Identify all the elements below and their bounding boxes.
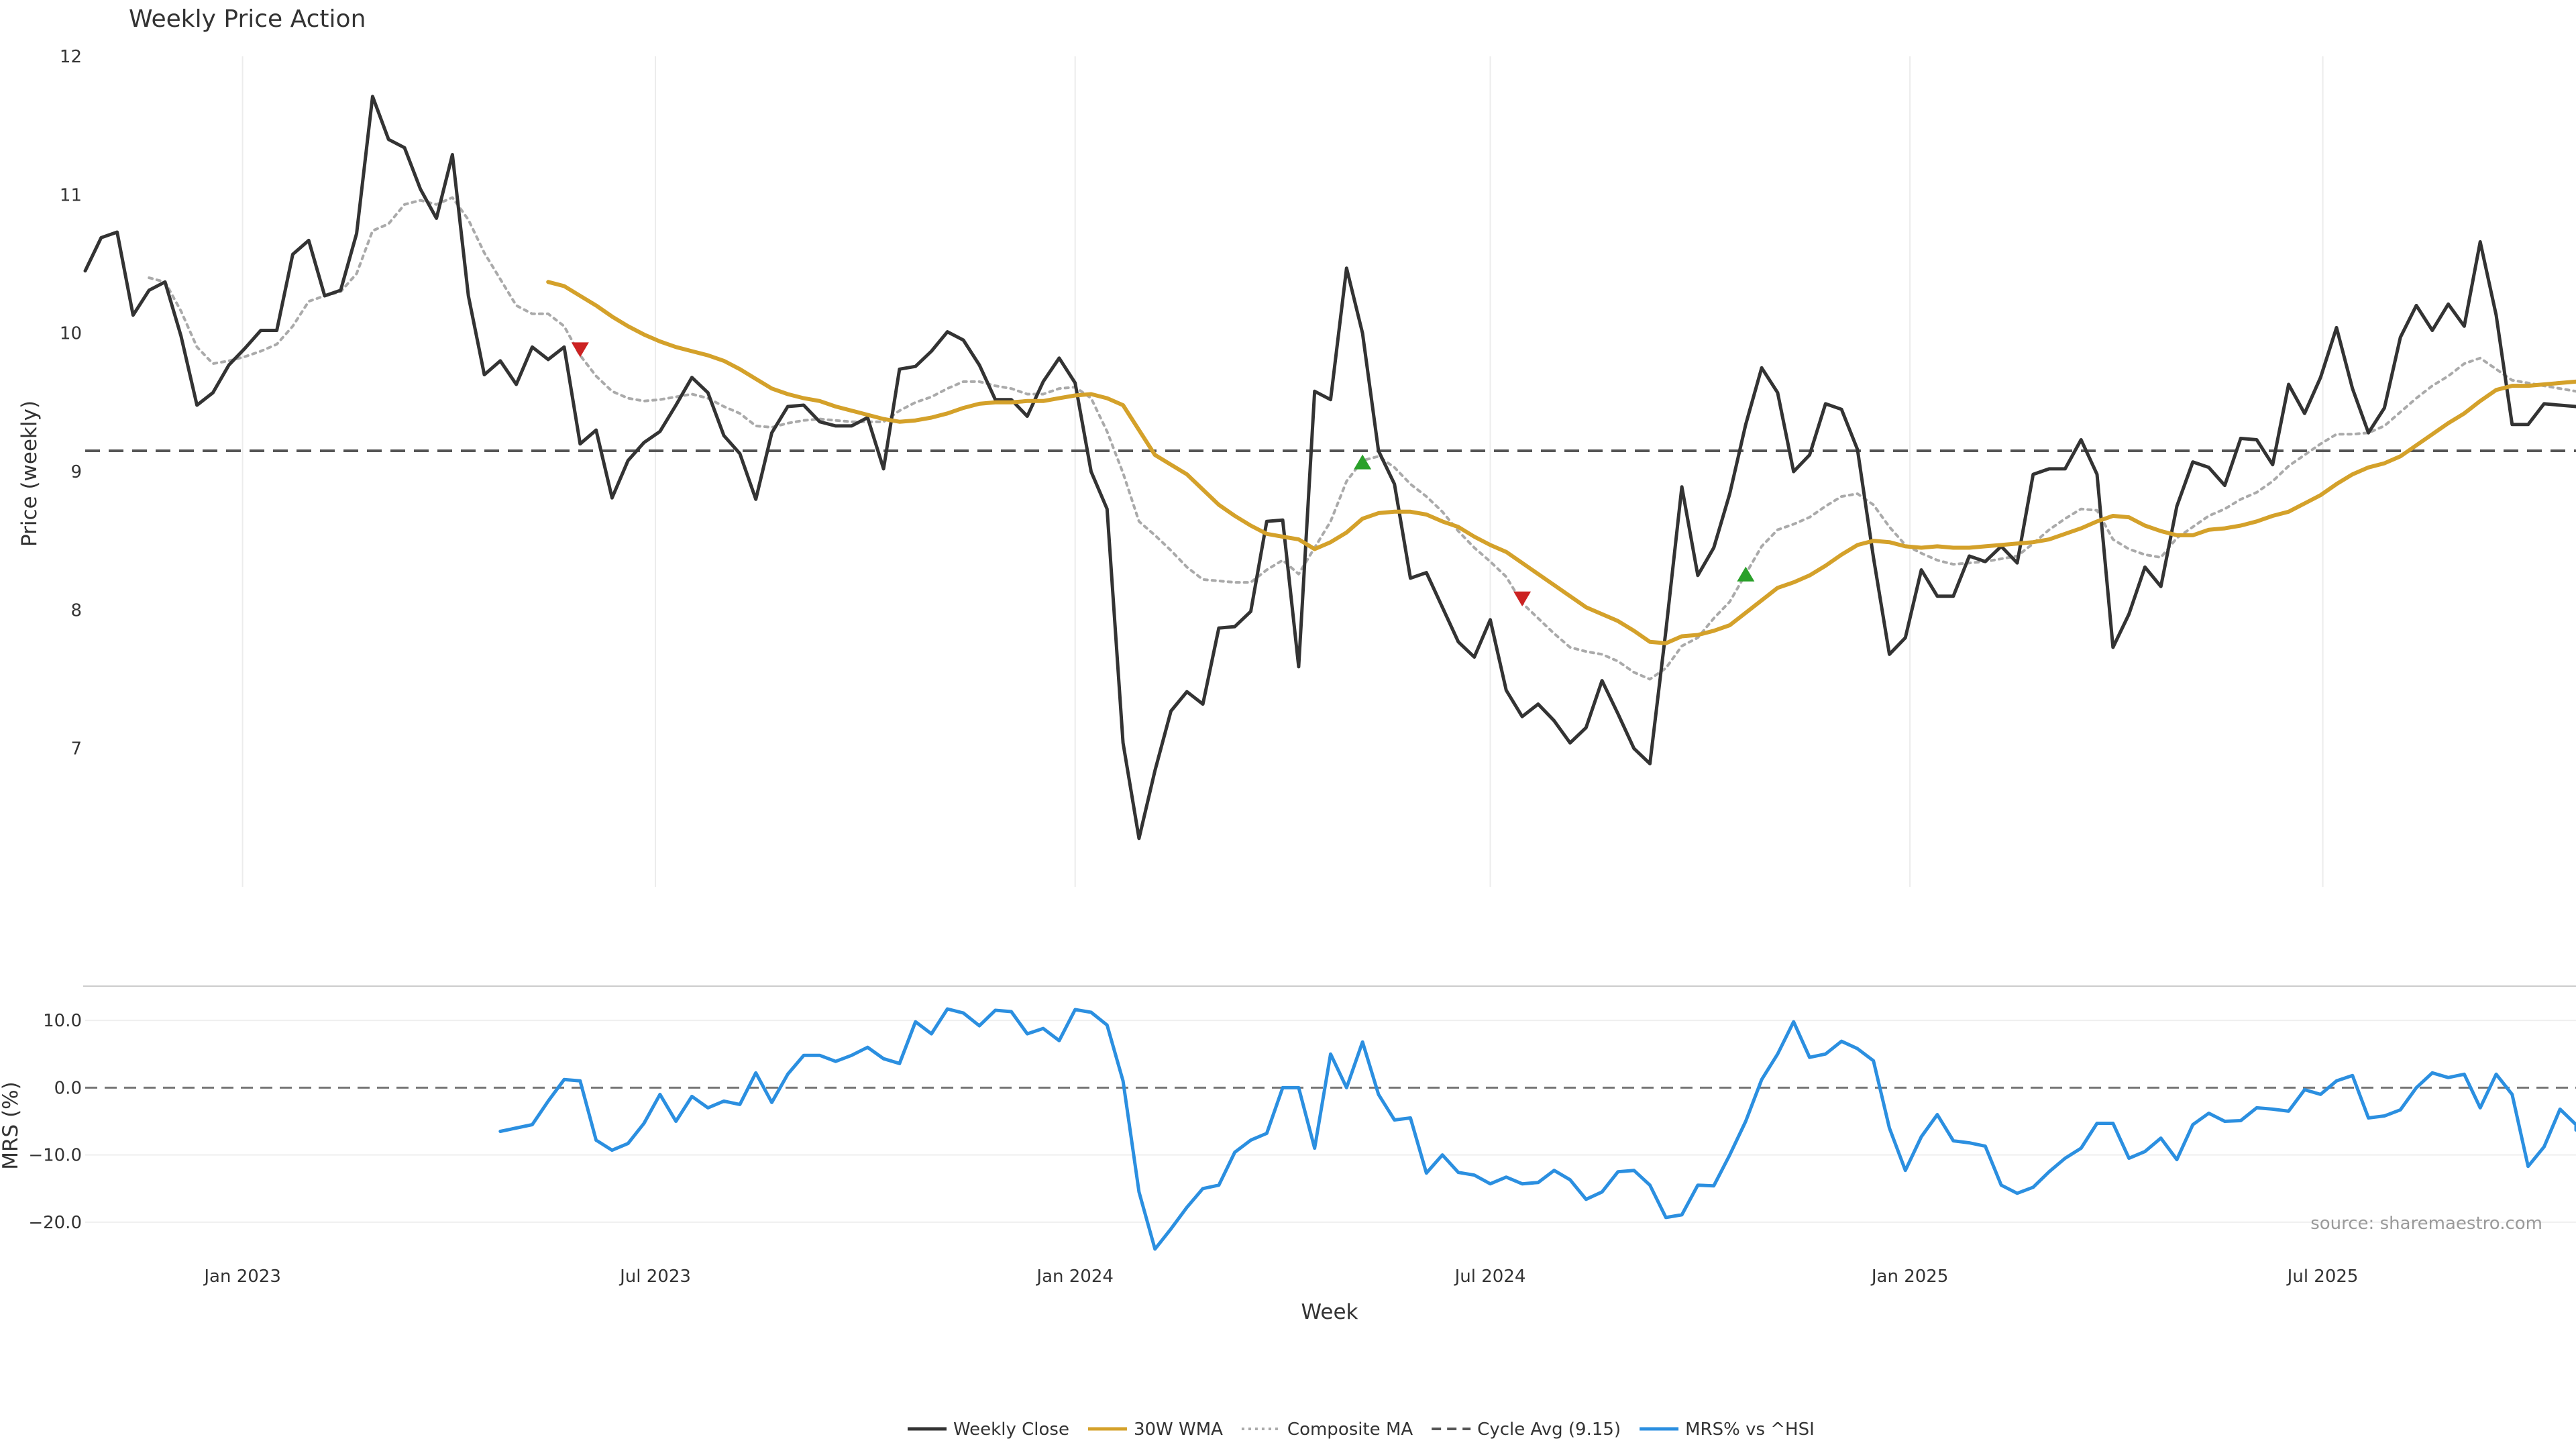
x-axis-label: Week [1301, 1300, 1358, 1324]
price-y-tick-12: 12 [60, 47, 82, 67]
mrs-y-tick-10-0: 10.0 [43, 1011, 82, 1031]
legend-item-weekly-close: Weekly Close [908, 1419, 1069, 1440]
series-weekly-close [83, 95, 2576, 841]
x-tick-jul-2024: Jul 2024 [1454, 1267, 1526, 1287]
mrs-y-axis-label: MRS (%) [0, 1081, 23, 1169]
source-annotation: source: sharemaestro.com [2310, 1214, 2542, 1234]
x-tick-jan-2025: Jan 2025 [1870, 1267, 1949, 1287]
mrs-panel: 10.00.0−10.0−20.0 Jan 2023 Jul 2023 Jan 20… [0, 985, 2576, 1324]
mrs-grid [85, 1020, 2576, 1223]
chart-title: Weekly Price Action [129, 5, 366, 33]
signal-markers [571, 342, 1755, 606]
price-y-ticks: 7 8 9 10 11 12 [60, 47, 82, 759]
sell-signal-marker-3 [1513, 591, 1532, 606]
legend-item-cycle-avg-9-15: Cycle Avg (9.15) [1432, 1419, 1621, 1440]
series-30w-wma [546, 280, 2576, 645]
price-panel: 7 8 9 10 11 12 Weekly Price Action Price (wee… [17, 5, 2576, 887]
legend-label-composite-ma: Composite MA [1287, 1419, 1413, 1440]
legend-item-mrs-vs-hsi: MRS% vs ^HSI [1640, 1419, 1815, 1440]
legend-label-cycle-avg-9-15: Cycle Avg (9.15) [1477, 1419, 1621, 1440]
price-y-tick-11: 11 [60, 185, 82, 205]
sell-signal-marker-1 [571, 342, 589, 358]
price-y-tick-10: 10 [60, 324, 82, 344]
x-tick-jan-2023: Jan 2023 [203, 1267, 281, 1287]
legend-item-30w-wma: 30W WMA [1087, 1419, 1223, 1440]
x-tick-jul-2023: Jul 2023 [619, 1267, 691, 1287]
mrs-y-tick-0-0: 0.0 [54, 1078, 82, 1098]
price-y-tick-9: 9 [70, 462, 82, 482]
buy-signal-marker-2 [1354, 454, 1372, 470]
legend: Weekly Close 30W WMA Composite MA Cycle Avg… [908, 1419, 1815, 1440]
price-y-tick-7: 7 [70, 739, 82, 759]
price-y-tick-8: 8 [70, 600, 82, 621]
legend-label-mrs-vs-hsi: MRS% vs ^HSI [1685, 1419, 1815, 1440]
x-tick-jul-2025: Jul 2025 [2286, 1267, 2359, 1287]
price-y-axis-label: Price (weekly) [17, 400, 42, 547]
mrs-y-ticks: 10.0 0.0 −10.0 −20.0 [28, 1011, 82, 1233]
legend-item-composite-ma: Composite MA [1241, 1419, 1413, 1440]
x-axis-ticks: Jan 2023 Jul 2023 Jan 2024 Jul 2024 Jan 2025… [203, 1267, 2358, 1287]
mrs-y-tick-20-0: −20.0 [28, 1213, 82, 1233]
x-tick-jan-2024: Jan 2024 [1035, 1267, 1114, 1287]
buy-signal-marker-4 [1737, 566, 1755, 582]
mrs-y-tick-10-0: −10.0 [28, 1146, 82, 1166]
series-mrs-vs-hsi [498, 1007, 2576, 1251]
legend-label-30w-wma: 30W WMA [1134, 1419, 1223, 1440]
legend-label-weekly-close: Weekly Close [953, 1419, 1069, 1440]
mrs-series [498, 1007, 2576, 1251]
price-grid [241, 56, 2324, 887]
